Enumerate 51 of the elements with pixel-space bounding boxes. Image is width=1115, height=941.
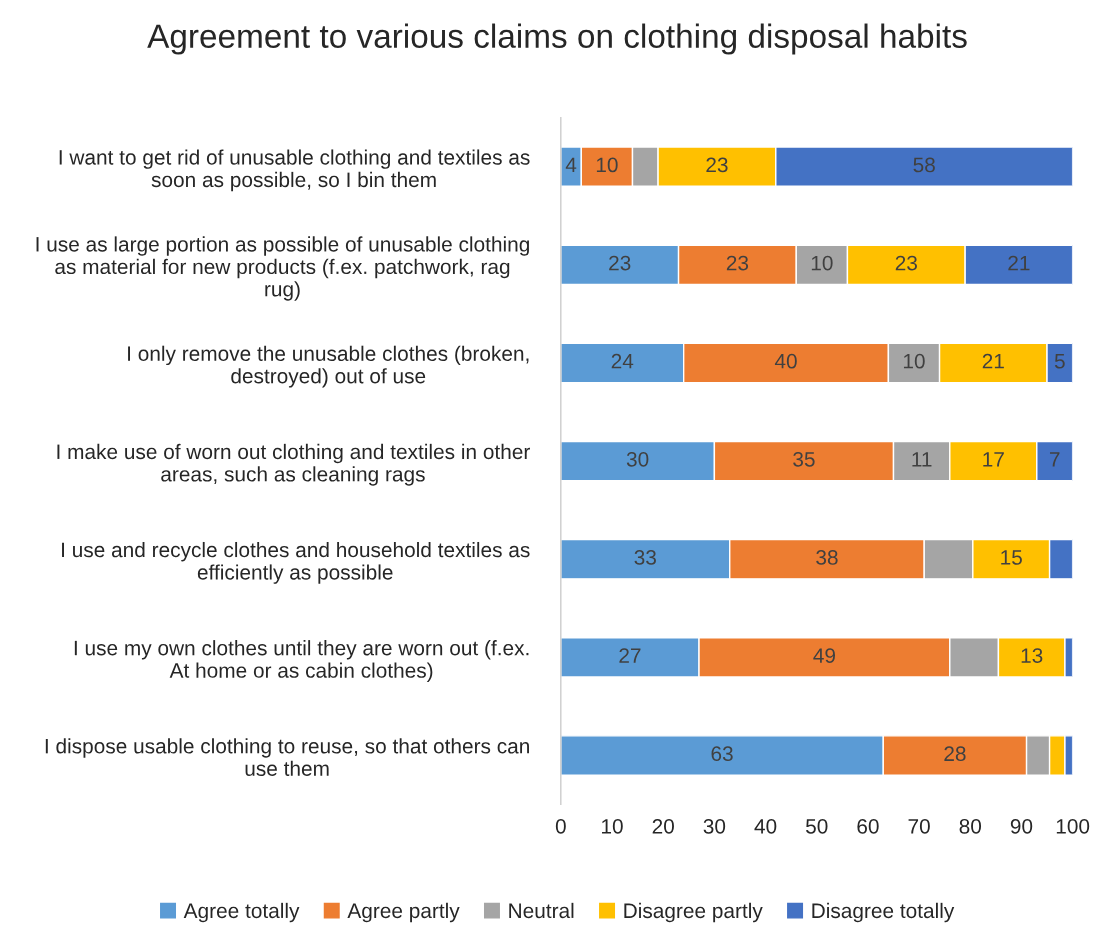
data-label: 28 (944, 746, 966, 762)
legend-label: Disagree totally (812, 902, 955, 923)
data-label: 23 (726, 255, 749, 271)
data-label: 58 (913, 157, 935, 173)
data-label: 24 (611, 353, 634, 369)
y-tick-label: I use as large portion as possible of unusable clothing as material for new products (f.ex. patchwork, rag rug) (36, 236, 529, 301)
data-label: 49 (813, 648, 836, 663)
x-tick-label: 0 (555, 818, 566, 834)
data-label: 21 (982, 353, 1004, 369)
legend-label: Agree totally (183, 902, 300, 923)
data-label: 10 (811, 255, 833, 271)
x-tick-label: 50 (805, 818, 828, 834)
x-tick-label: 30 (703, 818, 726, 834)
x-tick-label: 20 (652, 818, 674, 834)
y-tick-label: I use my own clothes until they are worn out (f.ex. At home or as cabin clothes) (74, 640, 529, 682)
y-tick-label: I make use of worn out clothing and textiles in other areas, such as cleaning rags (57, 443, 530, 486)
data-label: 38 (816, 550, 838, 565)
y-tick-label: I want to get rid of unusable clothing and textiles as soon as possible, so I bin them (59, 149, 530, 192)
y-tick-label: I use and recycle clothes and household textiles as efficiently as possible (62, 541, 530, 584)
legend-label: Agree partly (347, 902, 460, 923)
data-label: 63 (711, 746, 733, 762)
data-label: 30 (626, 451, 649, 467)
data-label: 33 (634, 550, 656, 565)
data-label: 10 (903, 353, 925, 369)
x-tick-label: 10 (602, 818, 623, 834)
data-label: 15 (1001, 550, 1022, 565)
data-label: 17 (983, 452, 1004, 467)
data-label: 27 (619, 648, 641, 663)
data-label: 7 (1049, 452, 1060, 467)
x-tick-label: 60 (857, 818, 879, 834)
data-label: 10 (596, 157, 618, 173)
legend-label: Neutral (509, 902, 574, 919)
legend-label: Disagree partly (624, 902, 763, 923)
data-label: 4 (565, 157, 577, 173)
data-label: 11 (912, 452, 932, 467)
data-label: 21 (1008, 255, 1030, 271)
y-tick-label: I only remove the unusable clothes (broken, destroyed) out of use (128, 345, 529, 388)
x-tick-label: 70 (908, 818, 930, 834)
data-label: 40 (774, 353, 797, 369)
data-label: 13 (1021, 648, 1043, 663)
data-label: 35 (793, 451, 815, 467)
y-tick-label: I dispose usable clothing to reuse, so that others can use them (45, 738, 529, 776)
x-tick-label: 40 (754, 818, 777, 834)
chart-title: Agreement to various claims on clothing disposal habits (147, 23, 967, 55)
x-tick-label: 80 (959, 818, 982, 834)
data-label: 23 (706, 157, 728, 173)
data-label: 5 (1054, 354, 1065, 369)
x-tick-label: 90 (1010, 818, 1033, 834)
data-label: 23 (895, 255, 917, 271)
x-tick-label: 100 (1056, 818, 1090, 834)
data-label: 23 (609, 255, 631, 271)
